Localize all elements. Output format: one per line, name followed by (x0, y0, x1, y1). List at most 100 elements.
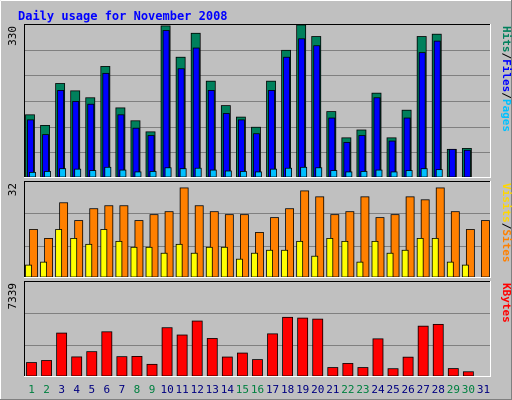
sites-bar (371, 240, 379, 278)
kbytes-bar (387, 368, 399, 377)
kbytes-bar (56, 332, 68, 377)
day-label: 5 (88, 383, 95, 396)
series-legend-2: KBytes (500, 283, 512, 323)
kbytes-bar (417, 325, 429, 377)
pages-bar (240, 171, 247, 178)
y-max-label-0: 330 (6, 26, 19, 46)
sites-bar (341, 240, 349, 278)
sites-bar (401, 249, 409, 278)
files-bar (373, 97, 381, 178)
legend-entry: / (500, 53, 512, 60)
kbytes-bar (237, 352, 248, 377)
files-bar (448, 148, 456, 178)
pages-bar (360, 171, 368, 178)
sites-bar (205, 246, 213, 278)
y-max-label-2: 7339 (6, 283, 19, 310)
sites-bar (130, 246, 138, 278)
sites-bar (145, 246, 153, 278)
y-max-label-1: 32 (6, 183, 19, 196)
kbytes-bar (41, 360, 52, 377)
day-label: 16 (251, 383, 264, 396)
day-label: 28 (432, 383, 445, 396)
pages-bar (29, 171, 36, 178)
kbytes-bar (71, 356, 83, 377)
legend-entry: / (500, 92, 512, 99)
pages-bar (375, 169, 383, 178)
files-bar (238, 119, 245, 178)
day-label: 19 (296, 383, 309, 396)
day-label: 27 (417, 383, 430, 396)
kbytes-bar (252, 359, 263, 377)
files-bar (147, 135, 155, 178)
legend-entry: KBytes (500, 283, 512, 323)
pages-bar (270, 168, 277, 178)
day-label: 1 (28, 383, 35, 396)
legend-entry: / (500, 223, 512, 230)
sites-bar (461, 264, 469, 278)
sites-bar (220, 246, 228, 278)
sites-bar (115, 240, 123, 278)
kbytes-bar (161, 327, 173, 377)
pages-bar (390, 171, 398, 178)
kbytes-bar (176, 334, 188, 377)
sites-bar (85, 243, 93, 278)
day-label: 23 (356, 383, 369, 396)
day-label: 24 (371, 383, 385, 396)
kbytes-bar (297, 317, 309, 377)
files-bar (313, 45, 321, 178)
pages-bar (149, 171, 157, 178)
files-bar (102, 72, 110, 178)
kbytes-bar (432, 323, 444, 377)
pages-bar (179, 168, 187, 178)
legend-entry: Sites (500, 229, 512, 262)
pages-bar (330, 170, 338, 178)
sites-bar (236, 258, 243, 278)
pages-bar (44, 171, 51, 178)
visits-bar (481, 220, 490, 278)
legend-entry: Pages (500, 99, 512, 132)
files-bar (72, 101, 80, 178)
files-bar (192, 47, 200, 178)
day-label: 6 (104, 383, 111, 396)
pages-bar (345, 171, 353, 178)
pages-bar (194, 167, 202, 178)
legend-entry: Hits (500, 26, 512, 53)
sites-bar (281, 249, 288, 278)
day-label: 22 (341, 383, 354, 396)
day-label: 12 (191, 383, 204, 396)
files-bar (403, 117, 411, 178)
pages-bar (164, 167, 172, 178)
day-label: 13 (206, 383, 219, 396)
sites-bar (251, 252, 258, 278)
files-bar (177, 68, 185, 178)
pages-bar (315, 167, 323, 178)
day-label: 26 (402, 383, 415, 396)
files-bar (162, 30, 170, 178)
day-label: 30 (462, 383, 475, 396)
kbytes-bar (191, 320, 203, 377)
pages-bar (209, 169, 217, 178)
day-label: 4 (73, 383, 80, 396)
series-legend-0: Hits/Files/Pages (500, 26, 512, 132)
pages-bar (119, 169, 127, 178)
files-bar (298, 38, 306, 178)
kbytes-bar (146, 363, 158, 377)
day-label: 10 (160, 383, 173, 396)
sites-bar (356, 261, 364, 278)
kbytes-bar (357, 367, 369, 377)
files-bar (358, 135, 366, 178)
pages-bar (104, 166, 112, 178)
files-bar (268, 90, 275, 178)
kbytes-bar (26, 362, 37, 377)
day-label: 15 (236, 383, 249, 396)
pages-bar (285, 167, 292, 178)
day-label: 7 (119, 383, 126, 396)
day-label: 3 (58, 383, 65, 396)
sites-bar (431, 238, 439, 278)
sites-bar (311, 255, 319, 278)
files-bar (433, 40, 441, 178)
pages-bar (89, 170, 97, 178)
kbytes-bar (312, 318, 324, 377)
pages-bar (59, 168, 67, 178)
kbytes-bar (116, 356, 128, 377)
